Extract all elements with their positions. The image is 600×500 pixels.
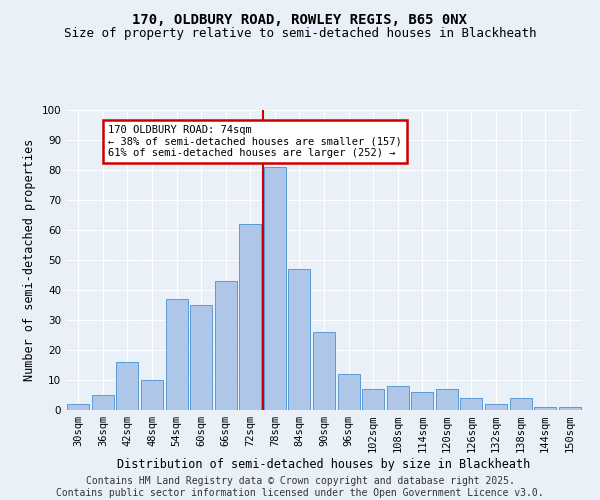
- Bar: [460, 398, 482, 410]
- Bar: [166, 299, 188, 410]
- Bar: [289, 269, 310, 410]
- Bar: [534, 407, 556, 410]
- Y-axis label: Number of semi-detached properties: Number of semi-detached properties: [23, 139, 36, 381]
- Bar: [436, 389, 458, 410]
- Bar: [485, 404, 507, 410]
- Bar: [239, 224, 262, 410]
- Bar: [264, 167, 286, 410]
- Bar: [559, 407, 581, 410]
- Bar: [509, 398, 532, 410]
- Bar: [92, 395, 114, 410]
- Bar: [215, 281, 237, 410]
- Text: Size of property relative to semi-detached houses in Blackheath: Size of property relative to semi-detach…: [64, 28, 536, 40]
- Bar: [190, 305, 212, 410]
- Text: 170 OLDBURY ROAD: 74sqm
← 38% of semi-detached houses are smaller (157)
61% of s: 170 OLDBURY ROAD: 74sqm ← 38% of semi-de…: [108, 125, 401, 158]
- X-axis label: Distribution of semi-detached houses by size in Blackheath: Distribution of semi-detached houses by …: [118, 458, 530, 471]
- Bar: [116, 362, 139, 410]
- Bar: [386, 386, 409, 410]
- Text: 170, OLDBURY ROAD, ROWLEY REGIS, B65 0NX: 170, OLDBURY ROAD, ROWLEY REGIS, B65 0NX: [133, 12, 467, 26]
- Bar: [313, 332, 335, 410]
- Bar: [411, 392, 433, 410]
- Bar: [362, 389, 384, 410]
- Bar: [67, 404, 89, 410]
- Text: Contains HM Land Registry data © Crown copyright and database right 2025.
Contai: Contains HM Land Registry data © Crown c…: [56, 476, 544, 498]
- Bar: [141, 380, 163, 410]
- Bar: [338, 374, 359, 410]
